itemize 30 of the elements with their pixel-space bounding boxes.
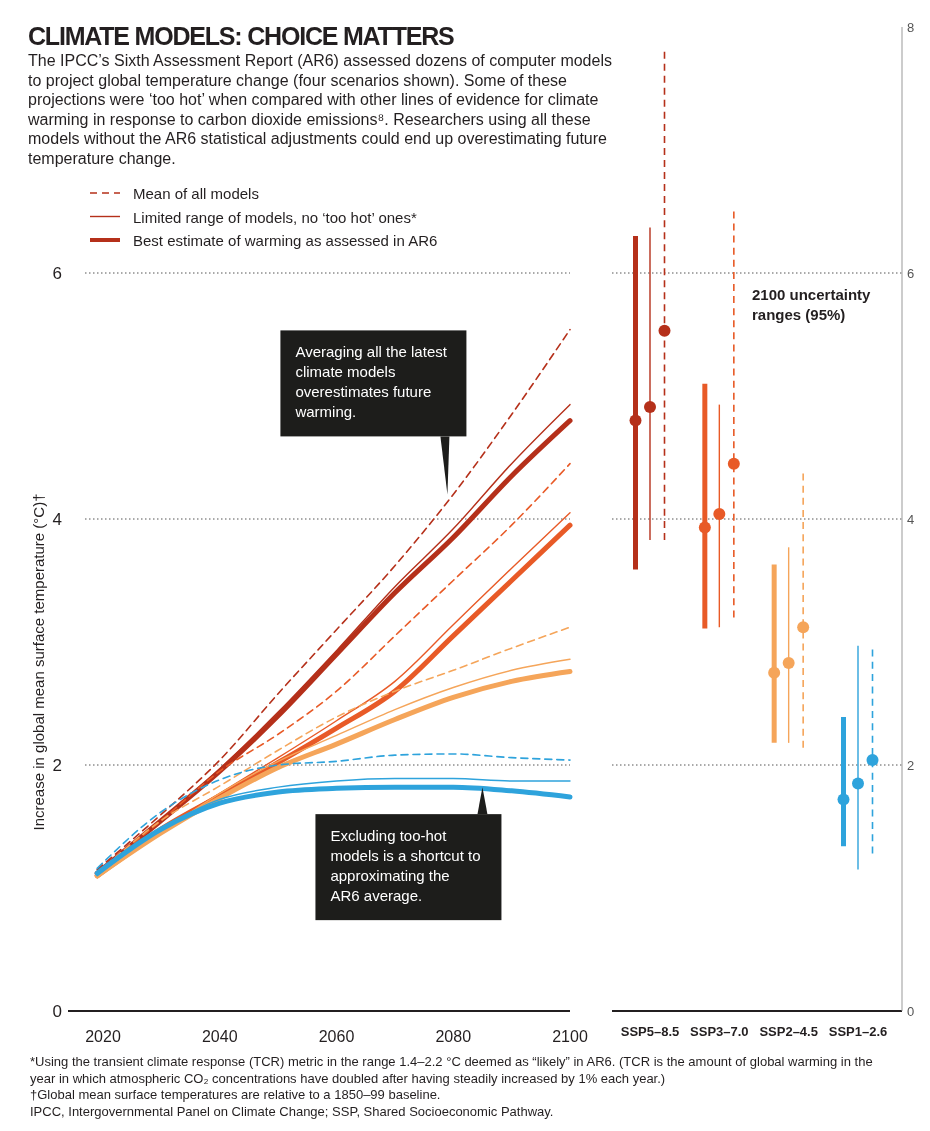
x-tick-label: 2060 [318,1028,355,1045]
annotation: Excluding too-hot models is a shortcut to approximating the AR6 average. [330,827,481,905]
y-tick-label: 2 [52,756,62,775]
x-tick-label: SSP1–2.6 [828,1024,888,1039]
y-tick-label: 6 [907,266,915,281]
y-tick-label: 0 [52,1002,62,1021]
x-tick-label: SSP5–8.5 [620,1024,680,1039]
x-tick-label: 2080 [435,1028,472,1045]
y-tick-label: 2 [907,758,915,773]
x-tick-label: 2040 [201,1028,238,1045]
y-axis-title: Increase in global mean surface temperature (°C)† [30,493,47,831]
text: *Using the transient climate response (TCR) metric in the range 1.4–2.2 °C deemed as “likely” in AR6. (TCR is the amount of global warming in the year in which atmospheric CO₂ concentrations have doubled after having steadily increased by 1% each year.) [30,1054,873,1086]
chart-title: CLIMATE MODELS: CHOICE MATTERS [28,22,455,50]
chart-subtitle: The IPCC’s Sixth Assessment Report (AR6) assessed dozens of computer models to project global temperature change (four scenarios shown). Some of these projections were ‘too hot’ when compared with other lines of evidence for climate warming in response to carbon dioxide emissions⁸. Researchers using all these models without the AR6 statistical adjustments could end up overestimating future temperature change. [27,52,612,167]
legend-label: Mean of all models [133,185,259,202]
y-tick-label: 0 [907,1004,915,1019]
y-tick-label: 4 [907,512,915,527]
y-tick-label: 6 [52,264,62,283]
text: †Global mean surface temperatures are relative to a 1850–99 baseline. [30,1087,441,1102]
y-tick-label: 4 [52,510,62,529]
y-tick-label: 8 [907,20,915,35]
x-tick-label: SSP3–7.0 [690,1024,749,1039]
x-tick-label: SSP2–4.5 [759,1024,818,1039]
x-tick-label: 2020 [85,1028,121,1045]
x-tick-label: 2100 [552,1028,588,1045]
annotation: Averaging all the latest climate models overestimates future warming. [294,343,448,421]
annotation: 2100 uncertainty ranges (95%) [752,286,872,323]
legend-label: Best estimate of warming as assessed in AR6 [133,232,438,249]
text: IPCC, Intergovernmental Panel on Climate Change; SSP, Shared Socioeconomic Pathway. [30,1103,554,1119]
legend-label: Limited range of models, no ‘too hot’ ones* [133,208,417,226]
